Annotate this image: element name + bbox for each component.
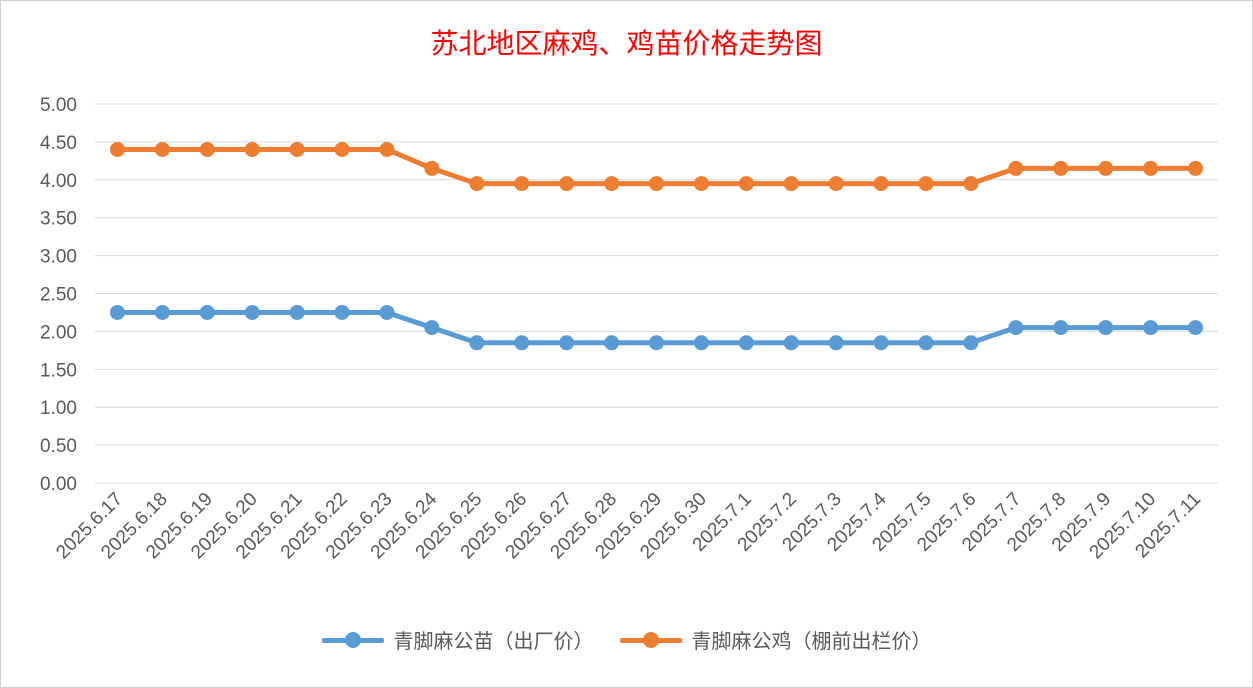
data-point-0[interactable]: [963, 335, 979, 351]
data-point-0[interactable]: [559, 335, 575, 351]
data-point-0[interactable]: [783, 335, 799, 351]
data-point-0[interactable]: [1053, 320, 1069, 336]
y-tick-label: 5.00: [40, 95, 77, 116]
data-point-1[interactable]: [738, 176, 754, 192]
data-point-0[interactable]: [334, 304, 350, 320]
data-point-1[interactable]: [244, 141, 260, 157]
chart-title: 苏北地区麻鸡、鸡苗价格走势图: [430, 27, 823, 60]
data-point-0[interactable]: [109, 304, 125, 320]
data-point-0[interactable]: [469, 335, 485, 351]
data-point-0[interactable]: [604, 335, 620, 351]
data-point-1[interactable]: [873, 176, 889, 192]
data-point-0[interactable]: [379, 304, 395, 320]
data-point-1[interactable]: [514, 176, 530, 192]
data-point-1[interactable]: [424, 160, 440, 176]
data-point-1[interactable]: [1008, 160, 1024, 176]
data-point-0[interactable]: [918, 335, 934, 351]
chart-legend: 青脚麻公苗（出厂价） 青脚麻公鸡（棚前出栏价）: [0, 625, 1253, 654]
data-point-1[interactable]: [334, 141, 350, 157]
y-tick-label: 2.00: [40, 322, 77, 343]
data-point-1[interactable]: [1098, 160, 1114, 176]
y-tick-label: 4.50: [40, 133, 77, 154]
data-point-0[interactable]: [1143, 320, 1159, 336]
y-tick-label: 0.50: [40, 436, 77, 457]
data-point-1[interactable]: [559, 176, 575, 192]
data-point-0[interactable]: [154, 304, 170, 320]
data-point-0[interactable]: [738, 335, 754, 351]
data-point-0[interactable]: [1098, 320, 1114, 336]
y-tick-label: 4.00: [40, 171, 77, 192]
data-point-1[interactable]: [469, 176, 485, 192]
y-tick-label: 0.00: [40, 474, 77, 495]
data-point-1[interactable]: [379, 141, 395, 157]
legend-item-rooster[interactable]: 青脚麻公鸡（棚前出栏价）: [619, 625, 932, 654]
data-point-1[interactable]: [918, 176, 934, 192]
data-point-0[interactable]: [693, 335, 709, 351]
data-point-0[interactable]: [514, 335, 530, 351]
data-point-0[interactable]: [1008, 320, 1024, 336]
data-point-1[interactable]: [963, 176, 979, 192]
data-point-0[interactable]: [424, 320, 440, 336]
data-point-1[interactable]: [1143, 160, 1159, 176]
data-point-1[interactable]: [109, 141, 125, 157]
data-point-0[interactable]: [289, 304, 305, 320]
legend-label-seedling: 青脚麻公苗（出厂价）: [393, 629, 594, 653]
data-point-1[interactable]: [289, 141, 305, 157]
data-point-1[interactable]: [649, 176, 664, 192]
data-point-0[interactable]: [873, 335, 889, 351]
data-point-1[interactable]: [783, 176, 799, 192]
data-point-0[interactable]: [649, 335, 664, 351]
data-point-1[interactable]: [1188, 160, 1204, 176]
data-point-1[interactable]: [199, 141, 215, 157]
data-point-0[interactable]: [244, 304, 260, 320]
data-point-0[interactable]: [199, 304, 215, 320]
y-tick-label: 3.50: [40, 209, 77, 230]
legend-marker-orange: [619, 630, 682, 650]
data-point-1[interactable]: [693, 176, 709, 192]
legend-label-rooster: 青脚麻公鸡（棚前出栏价）: [691, 629, 932, 653]
legend-marker-blue: [321, 630, 384, 650]
y-tick-label: 3.00: [40, 247, 77, 268]
data-point-0[interactable]: [828, 335, 844, 351]
y-tick-label: 1.00: [40, 398, 77, 419]
data-point-1[interactable]: [604, 176, 620, 192]
legend-item-seedling[interactable]: 青脚麻公苗（出厂价）: [321, 625, 594, 654]
data-point-1[interactable]: [1053, 160, 1069, 176]
data-point-1[interactable]: [828, 176, 844, 192]
y-tick-label: 2.50: [40, 285, 77, 306]
data-point-1[interactable]: [154, 141, 170, 157]
y-tick-label: 1.50: [40, 360, 77, 381]
data-point-0[interactable]: [1188, 320, 1204, 336]
